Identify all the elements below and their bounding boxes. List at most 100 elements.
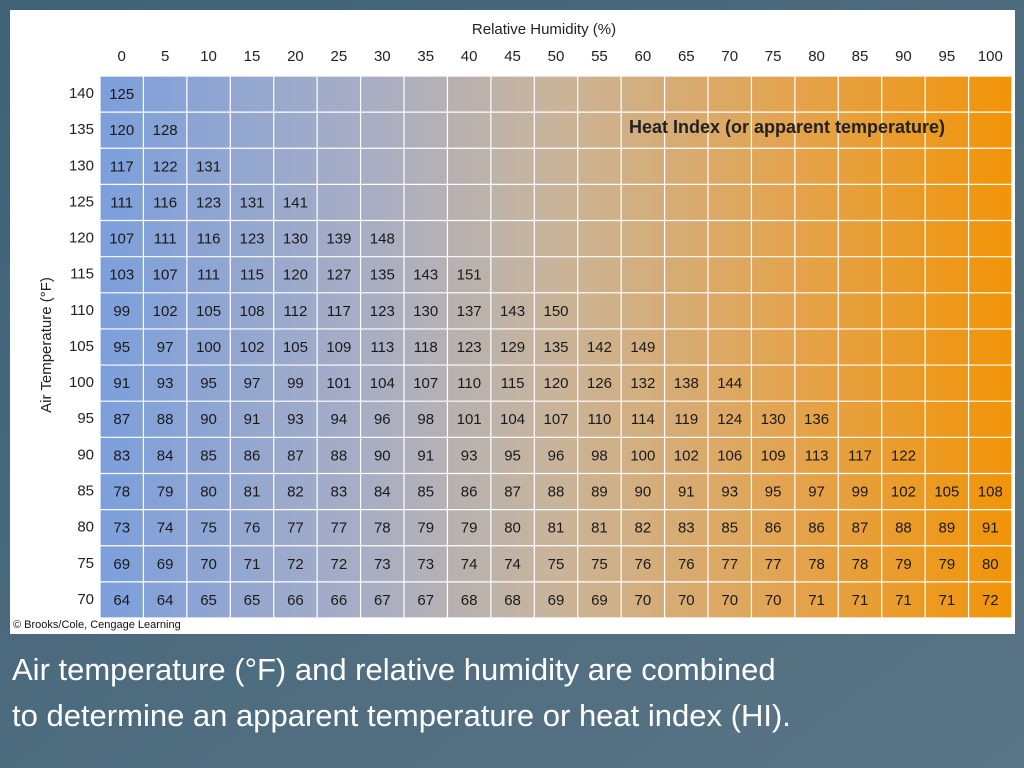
cell-value: 119 (674, 411, 698, 428)
cell-value: 112 (283, 303, 307, 320)
cell-value: 71 (939, 592, 956, 609)
cell-value: 95 (765, 484, 782, 501)
cell-value: 107 (153, 267, 178, 284)
cell-value: 91 (678, 484, 695, 501)
cell-value: 75 (548, 556, 565, 573)
row-label: 70 (77, 591, 94, 608)
cell-value: 144 (717, 375, 742, 392)
cell-value: 102 (891, 484, 916, 501)
row-label: 130 (69, 157, 94, 174)
row-label: 125 (69, 193, 94, 210)
cell-value: 100 (196, 339, 221, 356)
cell-value: 143 (500, 303, 525, 320)
row-label: 90 (77, 446, 94, 463)
column-label: 60 (635, 48, 652, 65)
cell-value: 69 (113, 556, 130, 573)
cell-value: 107 (413, 375, 438, 392)
column-label: 10 (200, 48, 217, 65)
cell-value: 71 (895, 592, 912, 609)
cell-value: 89 (939, 520, 956, 537)
cell-value: 86 (461, 484, 478, 501)
cell-value: 86 (808, 520, 825, 537)
cell-value: 84 (374, 484, 391, 501)
cell-value: 93 (721, 484, 738, 501)
cell-value: 84 (157, 447, 174, 464)
cell-value: 114 (631, 411, 655, 428)
cell-value: 76 (635, 556, 652, 573)
cell-value: 87 (852, 520, 869, 537)
cell-value: 93 (287, 411, 304, 428)
cell-value: 96 (374, 411, 391, 428)
cell-value: 71 (852, 592, 869, 609)
cell-value: 82 (287, 484, 304, 501)
cell-value: 122 (153, 158, 178, 175)
cell-value: 70 (200, 556, 217, 573)
cell-value: 91 (417, 447, 434, 464)
cell-value: 97 (244, 375, 261, 392)
cell-value: 113 (805, 447, 829, 464)
cell-value: 99 (287, 375, 304, 392)
cell-value: 67 (374, 592, 391, 609)
cell-value: 67 (417, 592, 434, 609)
cell-value: 130 (413, 303, 438, 320)
column-label: 15 (244, 48, 261, 65)
column-label: 80 (808, 48, 825, 65)
cell-value: 71 (244, 556, 261, 573)
cell-value: 68 (504, 592, 521, 609)
cell-value: 85 (200, 447, 217, 464)
cell-value: 66 (331, 592, 348, 609)
row-label: 80 (77, 519, 94, 536)
cell-value: 79 (895, 556, 912, 573)
cell-value: 98 (417, 411, 434, 428)
cell-value: 132 (630, 375, 655, 392)
cell-value: 91 (244, 411, 261, 428)
cell-value: 141 (283, 194, 308, 211)
column-label: 20 (287, 48, 304, 65)
cell-value: 80 (504, 520, 521, 537)
credit: © Brooks/Cole, Cengage Learning (13, 619, 181, 631)
cell-value: 74 (461, 556, 478, 573)
cell-value: 130 (283, 231, 308, 248)
cell-value: 102 (239, 339, 264, 356)
cell-value: 110 (457, 375, 481, 392)
cell-value: 93 (461, 447, 478, 464)
row-label: 110 (70, 302, 94, 319)
row-label: 115 (70, 266, 94, 283)
cell-value: 139 (326, 231, 351, 248)
cell-value: 123 (370, 303, 395, 320)
column-label: 55 (591, 48, 608, 65)
cell-value: 77 (287, 520, 304, 537)
cell-value: 105 (283, 339, 308, 356)
table: 0 5 10 15 20 25 30 35 40 45 50 55 60 65 70 75 80 85 90 95 10… (69, 48, 1013, 619)
cell-value: 150 (543, 303, 568, 320)
cell-value: 79 (461, 520, 478, 537)
cell-value: 107 (109, 231, 134, 248)
cell-value: 77 (721, 556, 738, 573)
cell-value: 137 (457, 303, 482, 320)
cell-value: 142 (587, 339, 612, 356)
cell-value: 76 (678, 556, 695, 573)
cell-value: 148 (370, 231, 395, 248)
cell-value: 136 (804, 411, 829, 428)
cell-value: 78 (852, 556, 869, 573)
cell-value: 116 (197, 231, 221, 248)
cell-value: 83 (331, 484, 348, 501)
cell-value: 111 (154, 231, 177, 248)
column-label: 50 (548, 48, 565, 65)
cell-value: 111 (110, 194, 133, 211)
cell-value: 102 (153, 303, 178, 320)
cell-value: 66 (287, 592, 304, 609)
cell-value: 72 (287, 556, 304, 573)
row-label: 100 (69, 374, 94, 391)
cell-value: 109 (761, 447, 786, 464)
cell-value: 123 (457, 339, 482, 356)
cell-value: 79 (157, 484, 174, 501)
cell-value: 108 (978, 484, 1003, 501)
cell-value: 73 (417, 556, 434, 573)
column-label: 70 (721, 48, 738, 65)
cell-value: 151 (457, 267, 482, 284)
cell-value: 74 (157, 520, 174, 537)
cell-value: 73 (113, 520, 130, 537)
